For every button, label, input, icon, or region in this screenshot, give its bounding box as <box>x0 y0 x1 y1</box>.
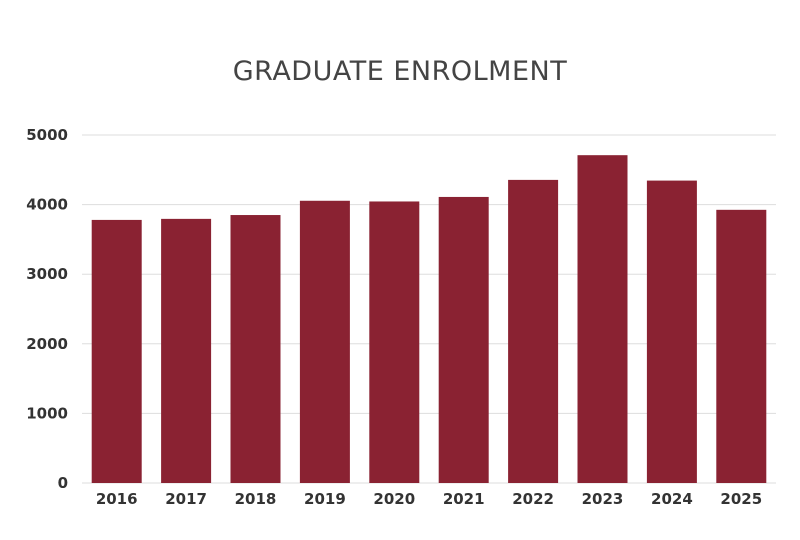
bar-2017 <box>161 218 212 484</box>
x-tick-label: 2020 <box>373 490 415 508</box>
bar-2021 <box>438 196 489 483</box>
y-tick-label: 5000 <box>26 126 68 144</box>
y-tick-label: 0 <box>58 474 68 492</box>
y-tick-label: 1000 <box>26 404 68 422</box>
x-tick-label: 2023 <box>582 490 624 508</box>
bars <box>91 155 767 484</box>
x-tick-label: 2017 <box>165 490 207 508</box>
bar-2018 <box>230 215 281 484</box>
bar-2023 <box>577 155 628 483</box>
bar-2020 <box>369 201 420 483</box>
y-axis-tick-labels: 0 1000 2000 3000 4000 5000 <box>26 126 68 492</box>
chart-title: GRADUATE ENROLMENT <box>232 56 568 87</box>
x-tick-label: 2025 <box>720 490 762 508</box>
x-tick-label: 2016 <box>96 490 138 508</box>
bar-2019 <box>299 200 350 483</box>
x-tick-label: 2018 <box>235 490 277 508</box>
x-tick-label: 2022 <box>512 490 554 508</box>
x-tick-label: 2019 <box>304 490 346 508</box>
bar-2022 <box>508 179 559 483</box>
bar-2016 <box>91 219 142 484</box>
bar-2024 <box>646 180 697 483</box>
y-tick-label: 2000 <box>26 335 68 353</box>
x-tick-label: 2021 <box>443 490 485 508</box>
y-tick-label: 3000 <box>26 265 68 283</box>
y-tick-label: 4000 <box>26 196 68 214</box>
x-axis-tick-labels: 2016 2017 2018 2019 2020 2021 2022 2023 2024 2025 <box>96 490 762 508</box>
bar-2025 <box>716 209 767 483</box>
x-tick-label: 2024 <box>651 490 693 508</box>
